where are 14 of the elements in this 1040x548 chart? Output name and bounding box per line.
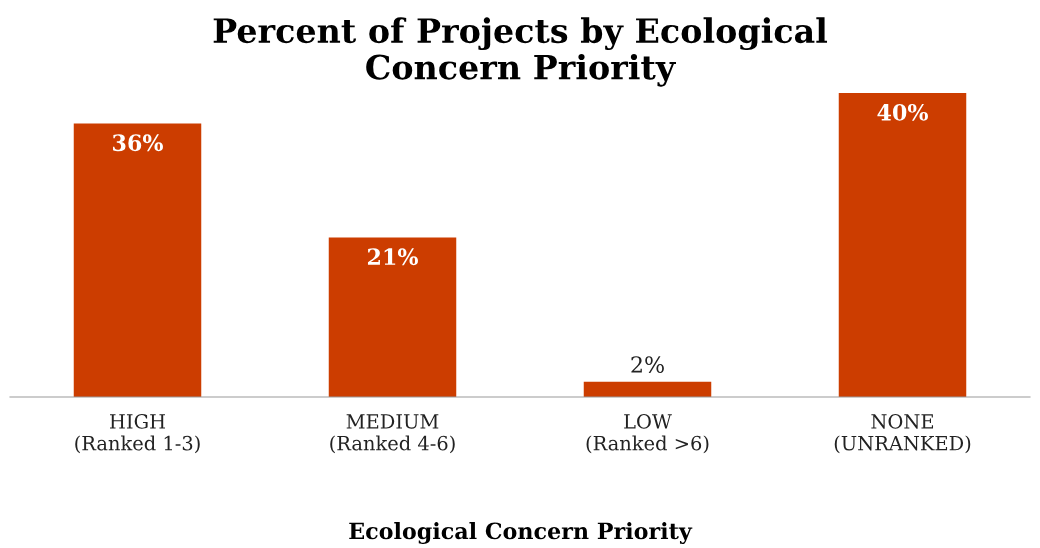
bar [328, 237, 457, 397]
x-tick-label: NONE (UNRANKED) [834, 414, 971, 454]
chart-title: Percent of Projects by Ecological Concern Priority [213, 17, 828, 87]
bar [583, 381, 712, 397]
data-label: 21% [367, 248, 418, 266]
data-label: 36% [113, 134, 163, 152]
x-tick-label: MEDIUM (Ranked 4-6) [330, 414, 455, 454]
x-tick-label: LOW (Ranked >6) [586, 414, 709, 454]
bar [73, 123, 202, 397]
x-tick-label: HIGH (Ranked 1-3) [75, 414, 200, 454]
bar [838, 93, 967, 397]
data-label: 2% [631, 356, 664, 373]
x-axis-title: Ecological Concern Priority [349, 522, 693, 544]
data-label: 40% [877, 103, 928, 121]
